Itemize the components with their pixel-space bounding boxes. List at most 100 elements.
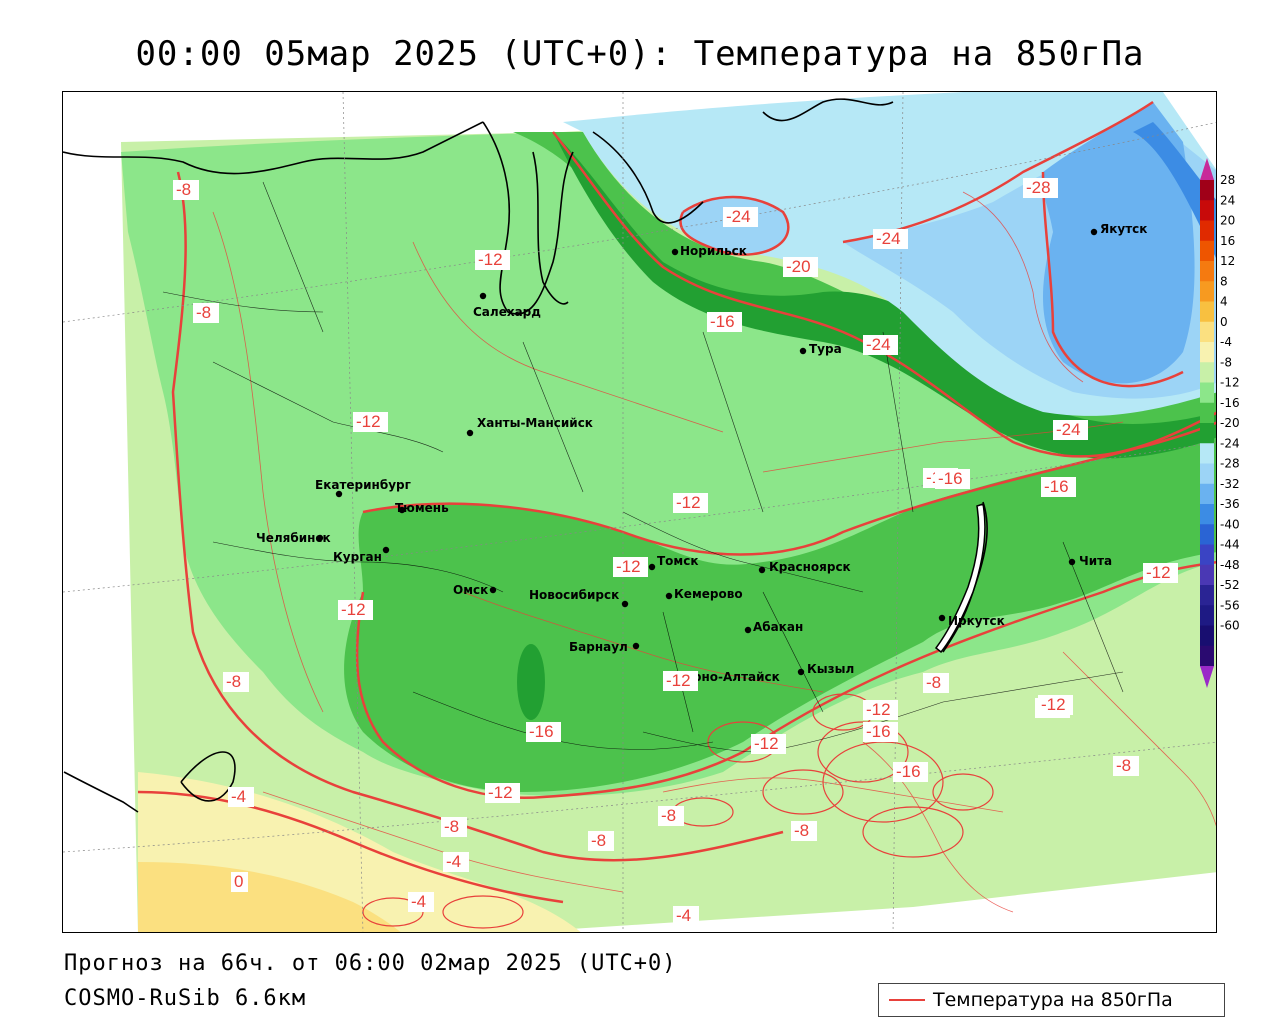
lake-baikal xyxy=(934,503,986,654)
city-krasnoyarsk[interactable]: Красноярск xyxy=(758,560,851,574)
city-kyzyl[interactable]: Кызыл xyxy=(797,662,854,676)
colorbar-tick-label: -4 xyxy=(1220,335,1232,349)
colorbar-swatch xyxy=(1200,544,1214,566)
isotherm-label-bg xyxy=(707,312,742,332)
colorbar-swatch xyxy=(1200,423,1214,444)
map-legend: Температура на 850гПа xyxy=(878,983,1225,1017)
isotherm-label: -20 xyxy=(786,257,811,276)
isotherm-label-bg xyxy=(613,557,648,577)
city-yakutsk[interactable]: Якутск xyxy=(1090,222,1148,236)
city-label: Норильск xyxy=(680,244,747,258)
city-khanty-mansiysk[interactable]: Ханты-Мансийск xyxy=(466,416,593,437)
isotherm-label: -24 xyxy=(876,229,901,248)
model-name: COSMO-RuSib 6.6км xyxy=(64,986,307,1011)
isotherm-label-bg xyxy=(873,229,908,249)
colorbar-swatch xyxy=(1200,200,1214,221)
isotherm-label-bg xyxy=(1053,420,1088,440)
isotherm-label: -8 xyxy=(661,806,676,825)
isotherm-label: -8 xyxy=(591,831,606,850)
city-novosibirsk[interactable]: Новосибирск xyxy=(529,588,629,608)
isotherm-label-bg xyxy=(475,250,510,270)
isotherm-label: -12 xyxy=(866,700,891,719)
city-abakan[interactable]: Абакан xyxy=(744,620,803,634)
colorbar-swatch xyxy=(1200,281,1214,302)
city-omsk[interactable]: Омск xyxy=(453,583,497,597)
colorbar-swatch xyxy=(1200,443,1214,464)
isotherm-label-bg xyxy=(893,762,928,782)
temperature-map: Норильск Якутск Салехард Тура Ханты-Манс… xyxy=(63,92,1216,932)
city-label: Челябинск xyxy=(256,531,331,545)
colorbar-swatch xyxy=(1200,463,1214,485)
isotherm-label: -12 xyxy=(676,493,701,512)
zone-minus16-minus20 xyxy=(553,132,1216,459)
city-barnaul[interactable]: Барнаул xyxy=(569,640,640,654)
isotherm-label-bg xyxy=(1041,477,1076,497)
colorbar-swatch xyxy=(1200,321,1214,343)
isotherm-label-bg xyxy=(863,335,898,355)
colorbar-tick-label: -16 xyxy=(1220,396,1240,410)
city-salekhard[interactable]: Салехард xyxy=(473,292,541,319)
isotherm-label-bg xyxy=(863,700,898,720)
colorbar-swatch xyxy=(1200,382,1214,404)
colorbar-swatch xyxy=(1200,301,1214,323)
city-tura[interactable]: Тура xyxy=(799,342,842,356)
isotherm-label: -4 xyxy=(676,906,691,925)
city-yekaterinburg[interactable]: Екатеринбург xyxy=(315,478,411,498)
city-label: Чита xyxy=(1079,554,1112,568)
city-label: Тура xyxy=(809,342,842,356)
isotherm-label: -16 xyxy=(1044,477,1069,496)
city-label: Красноярск xyxy=(769,560,851,574)
city-norilsk[interactable]: Норильск xyxy=(671,244,747,258)
city-label: Новосибирск xyxy=(529,588,619,602)
isotherm-label-bg xyxy=(783,257,818,277)
isotherm-label-bg xyxy=(408,892,434,912)
city-label: Горно-Алтайск xyxy=(677,670,780,684)
colorbar-swatch xyxy=(1200,362,1214,383)
isotherm-label-bg xyxy=(663,671,698,691)
city-chelyabinsk[interactable]: Челябинск xyxy=(256,531,331,545)
city-kurgan[interactable]: Курган xyxy=(333,546,390,564)
isotherm-label: -8 xyxy=(794,821,809,840)
city-tyumen[interactable]: Тюмень xyxy=(395,501,449,515)
colorbar-tick-label: 4 xyxy=(1220,295,1228,309)
isotherm-label-bg xyxy=(791,821,817,841)
city-tomsk[interactable]: Томск xyxy=(648,554,699,571)
isotherm-label: -12 xyxy=(341,600,366,619)
zone-minus12-minus16 xyxy=(344,422,1216,792)
isotherm-label: -12 xyxy=(356,412,381,431)
isotherm-label: -28 xyxy=(1026,178,1051,197)
colorbar-swatch xyxy=(1200,342,1214,363)
isotherm-label-bg xyxy=(723,207,758,227)
colorbar-tick-label: 12 xyxy=(1220,254,1235,268)
city-kemerovo[interactable]: Кемерово xyxy=(665,587,743,601)
mountain-isotherms xyxy=(362,693,994,929)
colorbar-tick-label: 16 xyxy=(1220,234,1235,248)
colorbar-swatch xyxy=(1200,402,1214,424)
city-irkutsk[interactable]: Иркутск xyxy=(938,614,1005,628)
isotherm-label: -8 xyxy=(176,180,191,199)
isotherm-label-bg xyxy=(588,831,614,851)
colorbar-swatch xyxy=(1200,504,1214,525)
colorbar-tick-label: -48 xyxy=(1220,558,1240,572)
colorbar-tick-label: -36 xyxy=(1220,497,1240,511)
isotherm-label: -24 xyxy=(1056,420,1081,439)
isotherm-label: -8 xyxy=(1116,756,1131,775)
isotherm-label: -16 xyxy=(866,722,891,741)
colorbar-tick-label: -24 xyxy=(1220,436,1240,450)
isotherm-label: -4 xyxy=(446,852,461,871)
map-panel[interactable]: Норильск Якутск Салехард Тура Ханты-Манс… xyxy=(62,91,1217,933)
city-label: Томск xyxy=(657,554,699,568)
city-chita[interactable]: Чита xyxy=(1068,554,1112,568)
city-label: Салехард xyxy=(473,305,541,319)
city-label: Курган xyxy=(333,550,382,564)
isotherm-label-bg xyxy=(353,412,388,432)
isotherm-value-labels: -8 -8 -12 -12 -12 -12 -12 -12 -12 -12 -12 -16 -16 -16… xyxy=(173,178,1178,926)
isotherm-lines xyxy=(137,100,1216,904)
isotherm-label-bg xyxy=(231,872,248,892)
isotherm-label-bg xyxy=(751,734,786,754)
colorbar-swatch xyxy=(1200,180,1214,201)
isotherm-label: -12 xyxy=(754,734,779,753)
colorbar-tick-label: 8 xyxy=(1220,274,1228,288)
isotherm-label: -12 xyxy=(666,671,691,690)
city-label: Абакан xyxy=(753,620,803,634)
